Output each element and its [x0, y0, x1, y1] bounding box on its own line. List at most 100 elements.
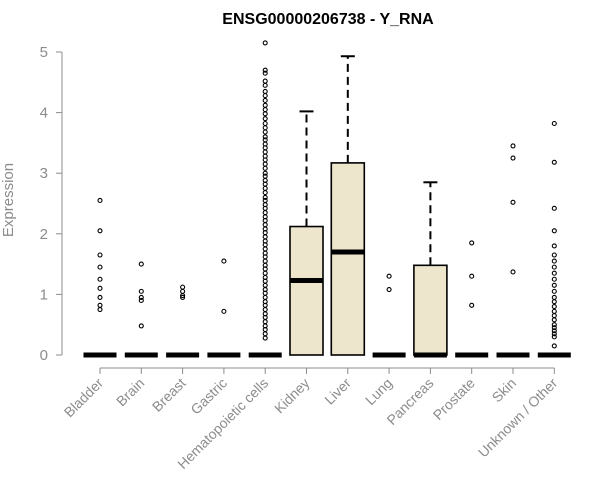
outlier-point — [551, 258, 557, 264]
outlier-point — [262, 234, 268, 240]
outlier-point — [551, 325, 557, 331]
y-tick-label: 5 — [40, 44, 48, 61]
outlier-point — [551, 159, 557, 165]
outlier-point — [262, 185, 268, 191]
outlier-point — [221, 308, 227, 314]
outlier-point — [386, 273, 392, 279]
outlier-point — [262, 102, 268, 108]
outlier-point — [262, 294, 268, 300]
outlier-point — [138, 323, 144, 329]
box-group — [413, 181, 448, 358]
x-tick-label: Brain — [113, 375, 147, 409]
outlier-point — [180, 293, 186, 299]
outlier-point — [97, 228, 103, 234]
y-tick-label: 0 — [40, 347, 48, 364]
outlier-point — [551, 264, 557, 270]
outlier-point — [262, 161, 268, 167]
outlier-point — [551, 205, 557, 211]
outlier-point — [262, 210, 268, 216]
box-group — [248, 40, 282, 358]
outlier-point — [262, 165, 268, 171]
outlier-point — [180, 288, 186, 294]
outlier-point — [551, 270, 557, 276]
outlier-point — [262, 306, 268, 313]
outlier-point — [551, 303, 557, 310]
outlier-point — [262, 93, 268, 99]
outlier-point — [97, 306, 103, 313]
chart-title: ENSG00000206738 - Y_RNA — [222, 11, 434, 28]
outlier-point — [262, 335, 268, 341]
y-tick-label: 1 — [40, 286, 48, 303]
y-tick-label: 4 — [40, 105, 48, 122]
outlier-point — [262, 319, 268, 325]
box-group — [124, 261, 158, 358]
boxes-layer — [83, 40, 571, 358]
outlier-point — [262, 78, 268, 84]
outlier-point — [97, 285, 103, 291]
outlier-point — [551, 282, 557, 288]
outlier-point — [469, 302, 475, 308]
outlier-point — [262, 40, 268, 46]
outlier-point — [551, 343, 557, 349]
box-rect — [330, 162, 366, 356]
box-group — [372, 273, 406, 358]
outlier-point — [469, 240, 475, 246]
outlier-point — [510, 155, 516, 161]
outlier-point — [262, 282, 268, 288]
box-group — [166, 284, 200, 358]
outlier-point — [138, 294, 144, 300]
box-rect — [289, 225, 324, 356]
outlier-point — [551, 299, 557, 305]
box-group — [537, 120, 571, 358]
outlier-point — [551, 276, 557, 282]
y-tick-label: 3 — [40, 165, 48, 182]
x-tick-label: Liver — [321, 375, 354, 408]
y-axis: 0 1 2 3 4 5 — [40, 44, 63, 364]
x-tick-label: Prostate — [430, 375, 478, 423]
outlier-point — [262, 222, 268, 228]
outlier-point — [262, 149, 268, 155]
outlier-point — [97, 252, 103, 258]
outlier-point — [551, 317, 557, 323]
outlier-point — [180, 294, 186, 300]
outlier-point — [262, 97, 268, 104]
outlier-point — [262, 70, 268, 76]
outlier-point — [262, 107, 268, 113]
outlier-point — [262, 134, 268, 140]
outlier-point — [551, 294, 557, 300]
x-tick-label: Skin — [489, 375, 520, 406]
outlier-point — [551, 334, 557, 340]
outlier-point — [551, 252, 557, 258]
outlier-point — [262, 111, 268, 117]
outlier-point — [138, 297, 144, 304]
outlier-point — [551, 313, 557, 319]
outlier-point — [97, 197, 103, 204]
outlier-point — [262, 170, 268, 176]
outlier-point — [262, 125, 268, 131]
outlier-point — [262, 331, 268, 337]
box-group — [83, 197, 117, 358]
x-tick-label: Bladder — [61, 375, 107, 421]
outlier-point — [386, 287, 392, 293]
outlier-point — [138, 261, 144, 267]
x-tick-label: Breast — [149, 375, 189, 415]
box-rect — [413, 264, 448, 356]
outlier-point — [551, 331, 557, 337]
y-axis-label: Expression — [0, 163, 17, 237]
box-group — [207, 258, 241, 358]
outlier-point — [510, 143, 516, 149]
outlier-point — [221, 258, 227, 264]
box-group — [455, 240, 489, 358]
outlier-point — [262, 82, 268, 88]
outlier-point — [97, 294, 103, 300]
y-tick-label: 2 — [40, 226, 48, 243]
outlier-point — [97, 276, 103, 282]
box-group — [289, 110, 324, 356]
outlier-point — [510, 199, 516, 205]
box-group — [330, 55, 366, 356]
outlier-point — [551, 288, 557, 294]
outlier-point — [262, 129, 268, 135]
outlier-point — [551, 328, 557, 334]
